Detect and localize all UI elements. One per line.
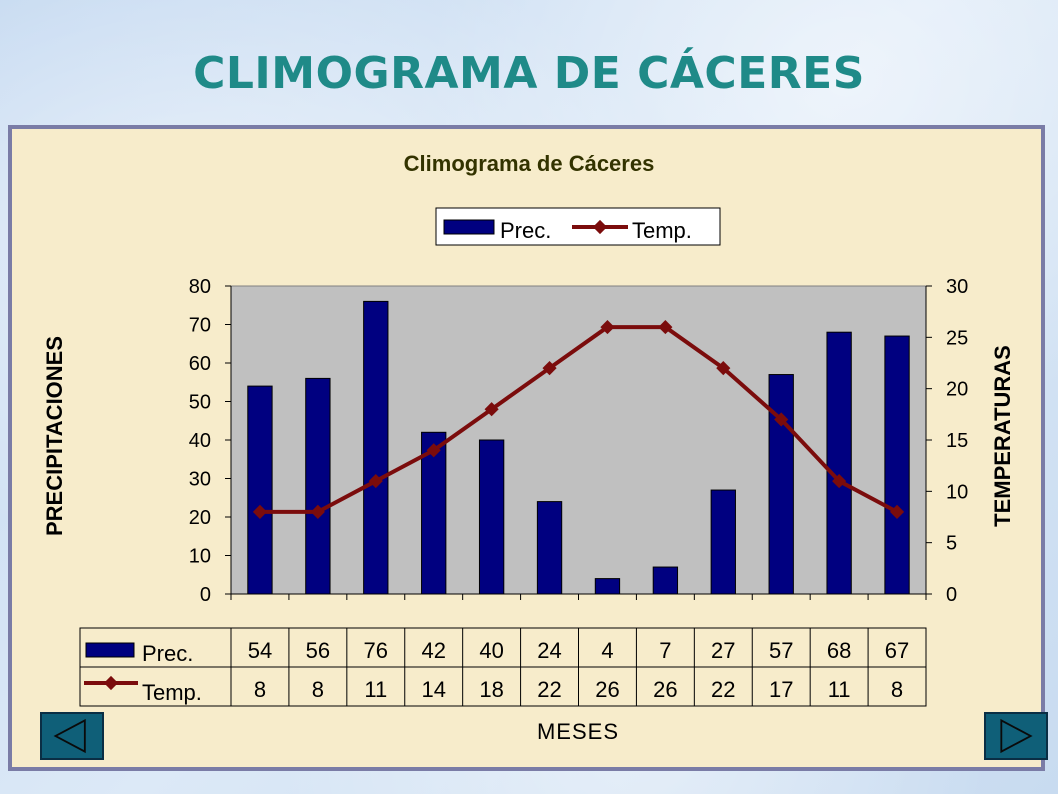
temp-point xyxy=(542,361,557,376)
left-tick-label: 20 xyxy=(189,507,211,529)
prec-bar xyxy=(884,335,910,595)
table-temp-value: 8 xyxy=(891,677,903,702)
prec-bar xyxy=(478,439,505,595)
prec-bar xyxy=(305,377,331,595)
prec-bar xyxy=(536,501,563,595)
right-tick-label: 15 xyxy=(946,430,968,452)
slide-title: CLIMOGRAMA DE CÁCERES xyxy=(193,48,865,99)
right-tick-label: 25 xyxy=(946,327,968,349)
prec-bar xyxy=(710,489,736,595)
table-temp-value: 18 xyxy=(479,677,503,702)
prec-bar xyxy=(652,566,679,595)
table-prec-value: 67 xyxy=(885,638,909,663)
previous-slide-button[interactable] xyxy=(40,712,104,760)
table-prec-key xyxy=(85,642,135,658)
table-prec-value: 76 xyxy=(364,638,388,663)
table-temp-value: 26 xyxy=(595,677,619,702)
table-prec-value: 57 xyxy=(769,638,793,663)
right-tick-label: 0 xyxy=(946,584,957,606)
table-prec-value: 42 xyxy=(421,638,445,663)
left-tick-label: 50 xyxy=(189,392,211,414)
triangle-left-icon xyxy=(53,718,86,754)
table-prec-value: 24 xyxy=(537,638,561,663)
table-temp-label: Temp. xyxy=(142,680,202,705)
legend-prec-key xyxy=(443,219,495,235)
left-tick-label: 0 xyxy=(200,584,211,606)
temp-point xyxy=(889,504,905,519)
prec-bar xyxy=(363,300,389,595)
left-tick-label: 10 xyxy=(189,546,211,568)
temp-line xyxy=(252,319,905,519)
prec-bar xyxy=(421,431,447,595)
temp-point xyxy=(368,473,383,489)
temp-point xyxy=(832,473,847,489)
data-table: Prec. Temp. 54 56 76 42 40 24 4 7 27 57 68 67 8 8 11 14 18… xyxy=(79,627,927,707)
table-prec-label: Prec. xyxy=(142,641,193,666)
temp-point xyxy=(658,319,673,335)
temp-point xyxy=(310,504,325,519)
x-axis-label: MESES xyxy=(537,719,619,744)
right-axis: 0 5 10 15 20 25 30 xyxy=(925,276,968,606)
left-axis: 0 10 20 30 40 50 60 70 80 xyxy=(189,276,927,606)
table-temp-value: 8 xyxy=(312,677,324,702)
table-temp-value: 11 xyxy=(828,677,851,702)
temp-point xyxy=(774,412,789,427)
prec-bar xyxy=(247,385,273,595)
chart-legend: Prec. Temp. xyxy=(435,207,721,246)
table-prec-value: 54 xyxy=(248,638,272,663)
legend-temp-label: Temp. xyxy=(632,218,692,243)
prec-bar xyxy=(768,374,794,595)
left-tick-label: 40 xyxy=(189,430,211,452)
table-prec-value: 4 xyxy=(601,638,613,663)
table-prec-value: 56 xyxy=(306,638,330,663)
table-prec-value: 68 xyxy=(827,638,851,663)
table-temp-value: 22 xyxy=(711,677,735,702)
table-temp-value: 14 xyxy=(421,677,445,702)
table-temp-value: 26 xyxy=(653,677,677,702)
left-tick-label: 60 xyxy=(189,353,211,375)
temp-point xyxy=(716,361,731,376)
y-axis-label: PRECIPITACIONES xyxy=(42,336,67,536)
table-prec-value: 7 xyxy=(659,638,671,663)
table-temp-value: 22 xyxy=(537,677,561,702)
table-prec-value: 40 xyxy=(479,638,503,663)
legend-prec-label: Prec. xyxy=(500,218,551,243)
left-tick-label: 80 xyxy=(189,276,211,298)
temp-point xyxy=(426,443,441,458)
right-tick-label: 20 xyxy=(946,379,968,401)
prec-bar xyxy=(826,331,852,595)
right-tick-label: 10 xyxy=(946,481,968,503)
right-tick-label: 30 xyxy=(946,276,968,298)
table-temp-value: 17 xyxy=(769,677,793,702)
left-tick-label: 30 xyxy=(189,469,211,491)
legend-temp-marker xyxy=(592,219,608,235)
temp-point xyxy=(600,319,615,335)
prec-bars xyxy=(247,300,910,595)
y2-axis-label: TEMPERATURAS xyxy=(990,345,1015,527)
plot-area xyxy=(230,285,927,595)
temp-point xyxy=(484,402,499,417)
chart-title: Climograma de Cáceres xyxy=(404,151,655,176)
left-tick-label: 70 xyxy=(189,315,211,337)
table-temp-marker xyxy=(103,675,119,691)
next-slide-button[interactable] xyxy=(984,712,1048,760)
table-prec-value: 27 xyxy=(711,638,735,663)
triangle-right-icon xyxy=(1000,718,1033,754)
table-temp-value: 8 xyxy=(254,677,266,702)
temp-line-path xyxy=(259,325,898,514)
prec-bar xyxy=(594,578,621,595)
right-tick-label: 5 xyxy=(946,533,957,555)
table-temp-value: 11 xyxy=(364,677,387,702)
